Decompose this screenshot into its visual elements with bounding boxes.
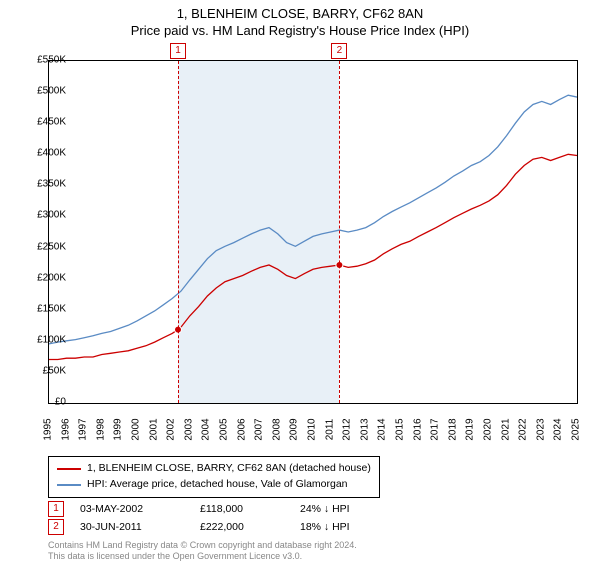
- x-tick-label: 2003: [183, 418, 194, 440]
- legend-item: 1, BLENHEIM CLOSE, BARRY, CF62 8AN (deta…: [57, 461, 371, 477]
- y-tick-label: £350K: [37, 179, 66, 190]
- y-tick-label: £550K: [37, 55, 66, 66]
- sale-marker-label: 2: [331, 43, 347, 59]
- sales-row-price: £118,000: [200, 503, 300, 515]
- x-tick-label: 2000: [131, 418, 142, 440]
- sales-row-delta: 18% ↓ HPI: [300, 521, 400, 533]
- sales-row-marker: 1: [48, 501, 64, 517]
- sale-marker-line: [178, 61, 179, 403]
- chart-title: 1, BLENHEIM CLOSE, BARRY, CF62 8AN: [0, 6, 600, 21]
- y-tick-label: £250K: [37, 241, 66, 252]
- x-tick-label: 2024: [553, 418, 564, 440]
- legend-label: HPI: Average price, detached house, Vale…: [87, 477, 348, 493]
- sales-row-delta: 24% ↓ HPI: [300, 503, 400, 515]
- x-tick-label: 2010: [307, 418, 318, 440]
- footer-attribution: Contains HM Land Registry data © Crown c…: [48, 540, 357, 562]
- x-tick-label: 1999: [113, 418, 124, 440]
- x-tick-label: 2019: [465, 418, 476, 440]
- x-tick-label: 2012: [342, 418, 353, 440]
- sales-row: 2 30-JUN-2011£222,00018% ↓ HPI: [48, 518, 400, 536]
- x-tick-label: 2001: [148, 418, 159, 440]
- x-tick-label: 2020: [483, 418, 494, 440]
- x-tick-label: 2023: [535, 418, 546, 440]
- sales-row-price: £222,000: [200, 521, 300, 533]
- x-tick-label: 2004: [201, 418, 212, 440]
- x-tick-label: 2002: [166, 418, 177, 440]
- x-tick-label: 2005: [219, 418, 230, 440]
- y-tick-label: £400K: [37, 148, 66, 159]
- y-tick-label: £500K: [37, 86, 66, 97]
- plot-area: 12: [48, 60, 578, 404]
- x-tick-label: 2008: [271, 418, 282, 440]
- x-tick-label: 2013: [359, 418, 370, 440]
- legend-label: 1, BLENHEIM CLOSE, BARRY, CF62 8AN (deta…: [87, 461, 371, 477]
- x-tick-label: 2016: [412, 418, 423, 440]
- x-tick-label: 2018: [447, 418, 458, 440]
- x-tick-label: 1997: [78, 418, 89, 440]
- sales-row: 1 03-MAY-2002£118,00024% ↓ HPI: [48, 500, 400, 518]
- x-tick-label: 2021: [500, 418, 511, 440]
- chart-svg: [49, 61, 577, 403]
- y-tick-label: £50K: [43, 365, 66, 376]
- series-line-hpi: [49, 95, 577, 344]
- y-tick-label: £200K: [37, 272, 66, 283]
- x-tick-label: 2007: [254, 418, 265, 440]
- sales-row-date: 30-JUN-2011: [80, 521, 200, 533]
- x-tick-label: 2025: [571, 418, 582, 440]
- x-tick-label: 2015: [395, 418, 406, 440]
- series-line-price_paid: [49, 154, 577, 359]
- x-tick-label: 2011: [324, 419, 335, 441]
- x-tick-label: 2006: [236, 418, 247, 440]
- y-tick-label: £150K: [37, 303, 66, 314]
- sale-marker-label: 1: [170, 43, 186, 59]
- footer-line-1: Contains HM Land Registry data © Crown c…: [48, 540, 357, 551]
- legend-swatch: [57, 468, 81, 470]
- x-tick-label: 2017: [430, 418, 441, 440]
- sales-table: 1 03-MAY-2002£118,00024% ↓ HPI 2 30-JUN-201…: [48, 500, 400, 536]
- chart-subtitle: Price paid vs. HM Land Registry's House …: [0, 23, 600, 38]
- x-tick-label: 2009: [289, 418, 300, 440]
- legend-item: HPI: Average price, detached house, Vale…: [57, 477, 371, 493]
- y-tick-label: £0: [55, 397, 66, 408]
- y-tick-label: £450K: [37, 117, 66, 128]
- figure-container: 1, BLENHEIM CLOSE, BARRY, CF62 8AN Price…: [0, 6, 600, 566]
- x-tick-label: 1998: [95, 418, 106, 440]
- y-tick-label: £100K: [37, 334, 66, 345]
- x-tick-label: 1996: [60, 418, 71, 440]
- legend-swatch: [57, 484, 81, 486]
- x-tick-label: 2022: [518, 418, 529, 440]
- y-tick-label: £300K: [37, 210, 66, 221]
- sale-marker-line: [339, 61, 340, 403]
- x-tick-label: 2014: [377, 418, 388, 440]
- legend: 1, BLENHEIM CLOSE, BARRY, CF62 8AN (deta…: [48, 456, 380, 498]
- sales-row-marker: 2: [48, 519, 64, 535]
- x-tick-label: 1995: [43, 418, 54, 440]
- sales-row-date: 03-MAY-2002: [80, 503, 200, 515]
